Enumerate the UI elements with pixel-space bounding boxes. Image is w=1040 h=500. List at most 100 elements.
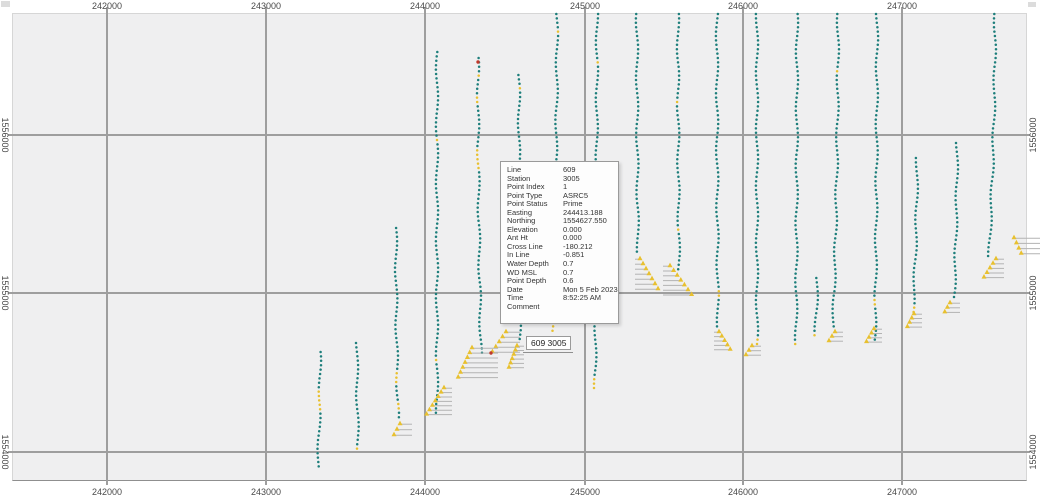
survey-point[interactable] — [992, 25, 996, 29]
survey-point[interactable] — [435, 222, 439, 225]
survey-point[interactable] — [519, 328, 522, 332]
survey-point[interactable] — [635, 144, 639, 148]
survey-point[interactable] — [912, 284, 916, 287]
survey-point[interactable] — [678, 241, 681, 245]
survey-point[interactable] — [993, 61, 997, 64]
survey-point[interactable] — [476, 157, 479, 161]
survey-point[interactable] — [716, 276, 719, 280]
survey-point[interactable] — [834, 135, 838, 139]
survey-point[interactable] — [677, 259, 681, 262]
survey-point[interactable] — [955, 146, 958, 149]
survey-point[interactable] — [955, 150, 959, 154]
survey-point[interactable] — [795, 206, 799, 209]
survey-point[interactable] — [636, 47, 640, 51]
runout-flag-marker[interactable] — [832, 328, 838, 334]
survey-point[interactable] — [436, 50, 439, 54]
survey-point[interactable] — [435, 134, 438, 137]
survey-point[interactable] — [394, 226, 398, 230]
survey-point[interactable] — [815, 276, 818, 280]
survey-point[interactable] — [796, 135, 800, 139]
survey-point[interactable] — [816, 294, 820, 297]
survey-point[interactable] — [556, 91, 560, 95]
survey-point[interactable] — [477, 219, 480, 223]
survey-point[interactable] — [436, 85, 439, 89]
survey-point[interactable] — [678, 184, 681, 187]
survey-point[interactable] — [677, 144, 680, 148]
survey-point[interactable] — [714, 153, 718, 157]
survey-point[interactable] — [636, 171, 640, 174]
survey-point[interactable] — [835, 127, 838, 130]
survey-point[interactable] — [875, 105, 879, 108]
survey-point[interactable] — [356, 359, 360, 362]
survey-point[interactable] — [714, 144, 718, 148]
survey-point[interactable] — [636, 118, 639, 121]
survey-point[interactable] — [989, 232, 992, 236]
survey-point[interactable] — [874, 127, 878, 130]
survey-point[interactable] — [875, 78, 879, 82]
survey-point[interactable] — [756, 39, 760, 42]
survey-point[interactable] — [517, 73, 520, 77]
survey-point[interactable] — [595, 30, 598, 33]
survey-point[interactable] — [475, 100, 479, 104]
survey-point[interactable] — [475, 153, 479, 157]
survey-point[interactable] — [835, 69, 839, 73]
survey-point[interactable] — [677, 127, 681, 130]
survey-point[interactable] — [356, 438, 359, 442]
survey-point[interactable] — [876, 96, 880, 99]
survey-point[interactable] — [678, 245, 682, 249]
survey-point[interactable] — [990, 210, 993, 214]
runout-flag-marker[interactable] — [1016, 245, 1022, 250]
survey-point[interactable] — [795, 316, 799, 319]
survey-point[interactable] — [756, 47, 760, 51]
runout-flag-marker[interactable] — [441, 384, 447, 390]
survey-point[interactable] — [754, 184, 758, 187]
survey-point[interactable] — [593, 373, 596, 377]
survey-point[interactable] — [518, 157, 522, 160]
survey-point[interactable] — [992, 21, 996, 25]
survey-point[interactable] — [988, 237, 991, 240]
runout-flag-marker[interactable] — [512, 346, 518, 352]
survey-point[interactable] — [518, 139, 521, 143]
survey-point[interactable] — [715, 43, 718, 47]
survey-point[interactable] — [677, 17, 681, 20]
selected-survey-point[interactable] — [476, 60, 480, 64]
survey-point[interactable] — [635, 245, 639, 249]
survey-point[interactable] — [477, 267, 480, 271]
survey-point[interactable] — [316, 451, 319, 455]
survey-point[interactable] — [593, 329, 596, 333]
survey-point[interactable] — [594, 91, 598, 95]
survey-point[interactable] — [516, 126, 520, 130]
survey-point[interactable] — [875, 201, 879, 205]
survey-point[interactable] — [677, 69, 681, 73]
survey-point[interactable] — [436, 103, 439, 107]
survey-point[interactable] — [357, 429, 360, 433]
survey-point[interactable] — [480, 342, 483, 346]
survey-point[interactable] — [796, 21, 800, 25]
survey-point[interactable] — [676, 223, 680, 227]
survey-point[interactable] — [436, 143, 439, 146]
survey-point[interactable] — [794, 100, 798, 104]
survey-point[interactable] — [796, 69, 799, 73]
survey-point[interactable] — [434, 63, 438, 67]
survey-point[interactable] — [596, 12, 600, 16]
survey-point[interactable] — [675, 105, 679, 108]
survey-point[interactable] — [837, 109, 840, 113]
survey-point[interactable] — [394, 261, 397, 265]
survey-point[interactable] — [319, 350, 322, 354]
runout-flag-marker[interactable] — [496, 338, 502, 344]
survey-point[interactable] — [716, 171, 720, 174]
survey-point[interactable] — [595, 140, 599, 143]
survey-point[interactable] — [831, 298, 835, 302]
runout-flag-marker[interactable] — [640, 260, 646, 266]
survey-point[interactable] — [676, 96, 679, 99]
survey-point[interactable] — [636, 153, 640, 157]
survey-point[interactable] — [678, 188, 681, 192]
survey-point[interactable] — [813, 320, 817, 324]
survey-point[interactable] — [837, 100, 840, 104]
survey-point[interactable] — [436, 376, 440, 379]
survey-point[interactable] — [916, 178, 919, 182]
survey-point[interactable] — [395, 385, 398, 388]
survey-point[interactable] — [715, 272, 719, 275]
survey-point[interactable] — [754, 179, 758, 183]
survey-point[interactable] — [796, 250, 799, 253]
